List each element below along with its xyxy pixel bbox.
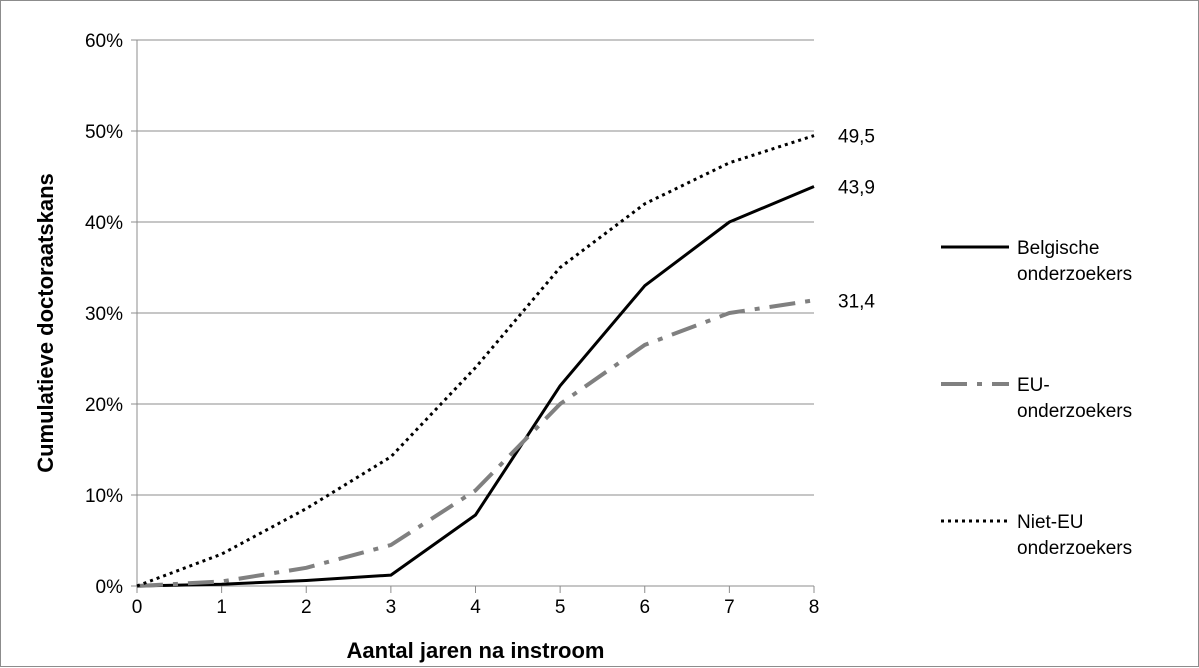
y-tick-label: 60% [85,31,123,52]
legend-label-0: Belgische [1017,238,1099,259]
y-axis-title: Cumulatieve doctoraatskans [33,173,58,473]
legend-label-1: EU- [1017,375,1050,396]
end-label-0: 43,9 [838,178,875,199]
series-line-1 [136,298,815,588]
x-tick-label: 0 [132,597,143,618]
grid-lines [137,39,814,496]
x-tick-label: 7 [724,597,735,618]
x-tick-label: 5 [555,597,566,618]
series-lines [136,134,815,588]
x-tick-label: 8 [809,597,820,618]
y-tick-label: 0% [96,577,124,598]
x-tick-label: 6 [639,597,650,618]
y-tick-label: 40% [85,213,123,234]
end-label-2: 49,5 [838,127,875,148]
y-tick-label: 50% [85,122,123,143]
end-label-1: 31,4 [838,291,875,312]
legend-label-1: onderzoekers [1017,401,1132,422]
legend-label-2: onderzoekers [1017,538,1132,559]
legend-label-0: onderzoekers [1017,264,1132,285]
x-axis-title: Aantal jaren na instroom [347,638,605,663]
y-tick-label: 30% [85,304,123,325]
x-tick-label: 1 [216,597,227,618]
y-tick-label: 10% [85,486,123,507]
series-line-2 [136,134,815,588]
x-tick-label: 4 [470,597,481,618]
x-tick-label: 3 [386,597,397,618]
legend-label-2: Niet-EU [1017,512,1084,533]
axes: 0% 10% 20% 30% 40% 50% 60% 0 1 2 3 4 5 6 7 8 [85,31,819,618]
y-tick-label: 20% [85,395,123,416]
legend: Belgische onderzoekers EU-onderzoekers Niet… [941,238,1132,559]
end-labels: 43,9 31,4 49,5 [838,127,875,313]
x-tick-label: 2 [301,597,312,618]
series-line-0 [136,185,815,588]
